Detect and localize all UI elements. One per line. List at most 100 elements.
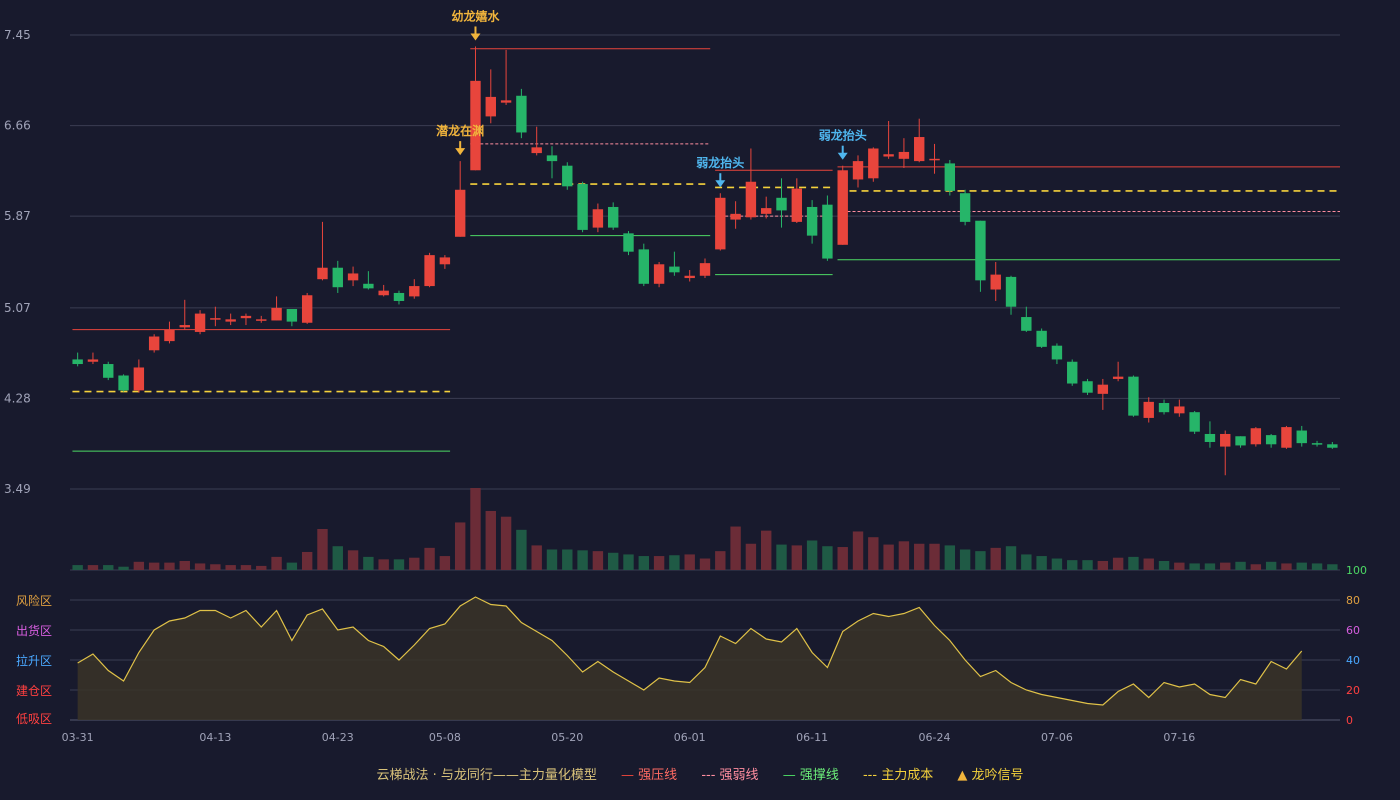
candle: [133, 359, 145, 393]
volume-bar: [485, 510, 496, 570]
oscillator-tick-label: 100: [1346, 564, 1367, 577]
volume-bar: [653, 556, 665, 570]
y-tick-label: 7.45: [4, 28, 31, 42]
volume-bar: [87, 565, 99, 570]
volume-bar: [500, 516, 512, 570]
candles: [72, 46, 1338, 476]
x-tick-label: 05-20: [551, 731, 583, 744]
legend-item-cost: --- 主力成本: [862, 768, 934, 783]
volume-bar: [699, 558, 711, 570]
x-tick-label: 06-01: [674, 731, 706, 744]
candle: [1143, 397, 1154, 423]
volume-bar: [975, 551, 986, 570]
candle: [929, 143, 940, 174]
candle-body: [699, 263, 711, 276]
volume-bar: [1311, 563, 1323, 570]
y-tick-label: 5.07: [4, 301, 31, 315]
candle-body: [577, 184, 588, 230]
candle: [623, 231, 634, 256]
legend-title: 云梯战法 · 与龙同行——主力量化模型: [376, 768, 597, 783]
candle: [194, 310, 206, 335]
candle: [806, 200, 818, 244]
candle-body: [1082, 381, 1093, 393]
x-tick-label: 06-24: [919, 731, 951, 744]
candle: [730, 201, 741, 229]
candle: [883, 120, 894, 159]
candle-body: [1311, 443, 1323, 445]
oscillator-zone-label: 风险区: [16, 593, 52, 608]
candle-body: [761, 208, 772, 214]
candle: [240, 313, 252, 326]
oscillator-zone-label: 低吸区: [16, 712, 52, 726]
volume-bar: [1128, 556, 1139, 570]
volume-bar: [194, 563, 206, 570]
volume-bar: [1067, 560, 1078, 570]
candle: [1296, 425, 1307, 447]
volume-bar: [745, 543, 757, 570]
volume-bar: [317, 529, 328, 570]
volume-bar: [1051, 558, 1063, 570]
candle: [363, 271, 374, 290]
candle-body: [1220, 433, 1231, 447]
x-axis: 03-31 04-13 04-23 05-08 05-20 06-01 06-11 06-24…: [62, 731, 1196, 744]
candle-body: [256, 319, 267, 321]
candle-body: [607, 206, 619, 228]
volume-bar: [1097, 560, 1109, 570]
signal-arrow-head: [470, 33, 481, 41]
candle: [990, 262, 1001, 301]
candle-body: [72, 359, 83, 365]
candle-body: [286, 309, 298, 322]
volume-bar: [133, 561, 145, 570]
candle-body: [347, 273, 359, 281]
candle: [975, 220, 986, 292]
candle: [1067, 359, 1078, 386]
volume-bar: [944, 545, 956, 570]
candle: [1021, 306, 1032, 332]
candle-body: [715, 197, 726, 250]
volume-bar: [409, 557, 420, 570]
volume-bar: [531, 545, 542, 570]
candle-body: [1158, 403, 1170, 413]
volume-bar: [607, 552, 619, 570]
x-tick-label: 04-23: [322, 731, 354, 744]
volume-bar: [1204, 563, 1216, 570]
candle: [638, 243, 649, 287]
candle: [868, 147, 879, 182]
volume-bar: [883, 544, 894, 570]
candle: [1204, 421, 1216, 448]
candle: [148, 334, 160, 353]
x-tick-label: 07-06: [1041, 731, 1073, 744]
candle-body: [1097, 384, 1109, 394]
candle: [1189, 411, 1200, 434]
candle-body: [1189, 412, 1200, 432]
candle-body: [1051, 345, 1063, 360]
candle: [715, 193, 726, 251]
chart-legend: 云梯战法 · 与龙同行——主力量化模型 — 强压线 --- 强弱线 — 强撑线 …: [0, 764, 1400, 783]
candle-body: [363, 283, 374, 289]
candle: [1097, 378, 1109, 410]
volume-bar: [1281, 563, 1292, 570]
candle-body: [301, 295, 313, 323]
candle-body: [378, 290, 389, 296]
volume-bar: [210, 564, 221, 570]
candle: [1158, 399, 1170, 415]
legend-item-resistance: — 强压线: [621, 768, 678, 783]
candle-body: [516, 95, 527, 133]
candle: [409, 279, 420, 299]
volume-bar: [684, 554, 695, 570]
candle: [210, 306, 221, 327]
candle: [898, 138, 910, 168]
oscillator-area: [77, 597, 1302, 720]
volume-bar: [301, 551, 313, 570]
candle: [761, 196, 772, 219]
candle: [1128, 375, 1139, 417]
volume-bar: [577, 550, 588, 570]
candle: [1220, 430, 1231, 476]
volume-bar: [1005, 546, 1017, 570]
signal-marker: 潜龙在渊: [436, 123, 484, 156]
candle-body: [546, 155, 558, 162]
candle: [562, 162, 573, 190]
candle: [454, 161, 466, 237]
candle-body: [776, 197, 787, 211]
candle: [1235, 436, 1246, 448]
